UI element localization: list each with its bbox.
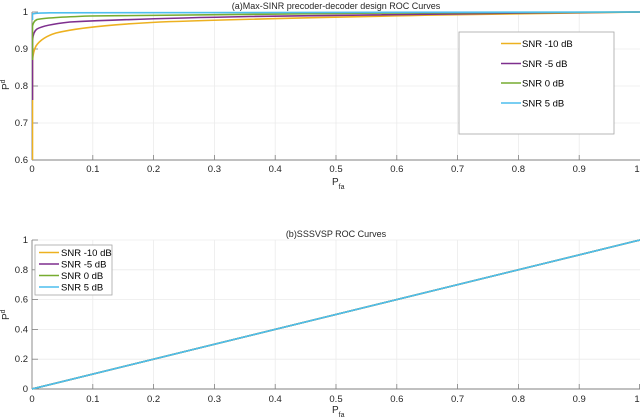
svg-text:SNR -10 dB: SNR -10 dB (61, 248, 112, 259)
legend-item-snr-0[interactable]: SNR 0 dB (501, 79, 564, 90)
xtick-label: 0 (29, 164, 34, 175)
xtick-label: 0.6 (390, 394, 403, 405)
xtick-label: 0.4 (269, 394, 282, 405)
chart-a-legend[interactable]: SNR -10 dB SNR -5 dB SNR 0 dB SNR 5 dB (458, 31, 615, 135)
chart-b-legend[interactable]: SNR -10 dB SNR -5 dB SNR 0 dB SNR 5 dB (34, 244, 113, 296)
chart-b-title: (b)SSSVSP ROC Curves (286, 229, 387, 239)
xtick-label: 0.1 (86, 164, 99, 175)
xtick-label: 0.6 (390, 164, 403, 175)
xtick-label: 0.8 (512, 164, 525, 175)
svg-text:SNR 5 dB: SNR 5 dB (61, 283, 103, 294)
xtick-label: 0 (29, 394, 34, 405)
ytick-label: 0.7 (15, 118, 28, 129)
xtick-label: 0.3 (208, 394, 221, 405)
xtick-label: 1 (634, 394, 639, 405)
ytick-label: 0.4 (15, 324, 28, 335)
series-snr-5 (32, 11, 640, 20)
chart-b-ytick-labels: 0 0.2 0.4 0.6 0.8 1 (15, 235, 28, 395)
ytick-label: 1 (23, 235, 28, 246)
svg-text:SNR 0 dB: SNR 0 dB (522, 79, 564, 90)
ytick-label: 0.8 (15, 265, 28, 276)
xtick-label: 0.7 (451, 394, 464, 405)
chart-b-xtick-labels: 0 0.1 0.2 0.3 0.4 0.5 0.6 0.7 0.8 0.9 1 (29, 394, 639, 405)
xtick-label: 0.9 (573, 394, 586, 405)
svg-text:SNR -5 dB: SNR -5 dB (522, 59, 567, 70)
xtick-label: 1 (634, 164, 639, 175)
xtick-label: 0.2 (147, 164, 160, 175)
svg-text:SNR -10 dB: SNR -10 dB (522, 39, 573, 50)
xtick-label: 0.8 (512, 394, 525, 405)
xtick-label: 0.1 (86, 394, 99, 405)
xtick-label: 0.9 (573, 164, 586, 175)
legend-item-snr-minus5[interactable]: SNR -5 dB (501, 59, 567, 70)
ytick-label: 0.8 (15, 81, 28, 92)
chart-a-xtick-labels: 0 0.1 0.2 0.3 0.4 0.5 0.6 0.7 0.8 0.9 1 (29, 164, 639, 175)
ytick-label: 0 (23, 384, 28, 395)
chart-a-series (32, 11, 640, 160)
svg-text:SNR 5 dB: SNR 5 dB (522, 99, 564, 110)
xtick-label: 0.7 (451, 164, 464, 175)
chart-a-title: (a)Max-SINR precoder-decoder design ROC … (232, 1, 441, 11)
chart-a-ylabel: Pd (0, 79, 12, 90)
legend-item-snr-5[interactable]: SNR 5 dB (501, 99, 564, 110)
legend-box (458, 31, 615, 135)
chart-b-xlabel: Pfa (332, 405, 345, 418)
xtick-label: 0.3 (208, 164, 221, 175)
chart-a-xlabel: Pfa (332, 177, 345, 191)
ytick-label: 1 (23, 7, 28, 18)
ytick-label: 0.6 (15, 295, 28, 306)
chart-b-ylabel: Pd (0, 309, 12, 320)
chart-b: 0 0.1 0.2 0.3 0.4 0.5 0.6 0.7 0.8 0.9 1 … (0, 229, 640, 418)
legend-item-snr-minus10[interactable]: SNR -10 dB (39, 248, 112, 259)
xtick-label: 0.2 (147, 394, 160, 405)
xtick-label: 0.5 (329, 164, 342, 175)
legend-item-snr-5[interactable]: SNR 5 dB (39, 283, 103, 294)
ytick-label: 0.6 (15, 155, 28, 166)
legend-item-snr-0[interactable]: SNR 0 dB (39, 271, 103, 282)
xtick-label: 0.4 (269, 164, 282, 175)
legend-item-snr-minus10[interactable]: SNR -10 dB (501, 39, 573, 50)
chart-a-ytick-labels: 0.6 0.7 0.8 0.9 1 (15, 7, 28, 166)
ytick-label: 0.2 (15, 354, 28, 365)
series-snr-5 (32, 239, 640, 390)
ytick-label: 0.9 (15, 44, 28, 55)
chart-a: 0 0.1 0.2 0.3 0.4 0.5 0.6 0.7 0.8 0.9 1 … (0, 1, 640, 191)
svg-text:SNR -5 dB: SNR -5 dB (61, 260, 106, 271)
svg-text:SNR 0 dB: SNR 0 dB (61, 271, 103, 282)
chart-b-series (32, 239, 640, 390)
legend-item-snr-minus5[interactable]: SNR -5 dB (39, 260, 106, 271)
xtick-label: 0.5 (329, 394, 342, 405)
